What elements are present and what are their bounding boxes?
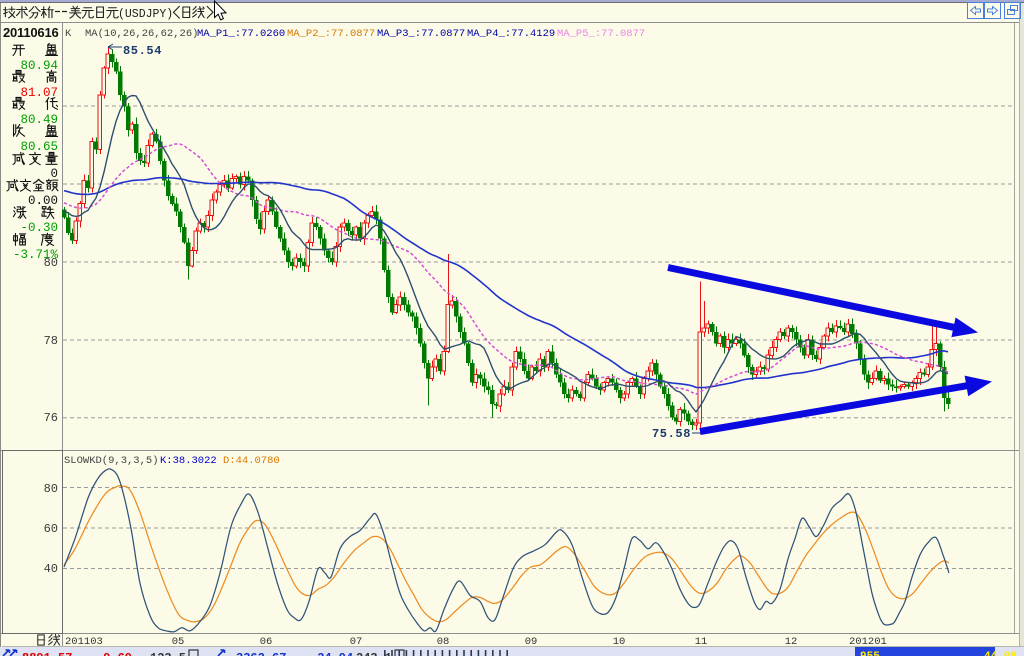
svg-text:80.65: 80.65 <box>20 140 58 154</box>
svg-text:44.08: 44.08 <box>984 651 1017 656</box>
svg-text:D:44.0780: D:44.0780 <box>223 455 280 467</box>
svg-text:81.07: 81.07 <box>20 86 58 100</box>
svg-text:-24.94: -24.94 <box>310 651 353 656</box>
svg-text:80.49: 80.49 <box>20 113 58 127</box>
svg-text:MA(10,26,26,62,26): MA(10,26,26,62,26) <box>85 28 198 40</box>
svg-text:MA_P2_:77.0877: MA_P2_:77.0877 <box>287 28 375 40</box>
svg-text:76: 76 <box>44 411 58 425</box>
svg-text:123.5: 123.5 <box>150 651 186 656</box>
svg-text:MA_P5_:77.0877: MA_P5_:77.0877 <box>557 28 645 40</box>
svg-text:-3.71%: -3.71% <box>13 248 59 262</box>
svg-text:07: 07 <box>350 636 363 648</box>
svg-text:80: 80 <box>44 482 58 496</box>
svg-text:SLOWKD(9,3,3,5): SLOWKD(9,3,3,5) <box>64 455 159 467</box>
svg-text:(USDJPY): (USDJPY) <box>118 8 173 21</box>
svg-text:955: 955 <box>860 651 880 656</box>
svg-text:06: 06 <box>260 636 273 648</box>
svg-text:-0.30: -0.30 <box>20 221 58 235</box>
svg-text:05: 05 <box>172 636 185 648</box>
svg-text:MA_P4_:77.4129: MA_P4_:77.4129 <box>467 28 555 40</box>
svg-text:80.94: 80.94 <box>20 59 58 73</box>
svg-text:-9.69: -9.69 <box>96 651 132 656</box>
svg-text:201201: 201201 <box>849 636 887 648</box>
svg-text:20110616: 20110616 <box>3 25 59 40</box>
svg-text:MA_P1_:77.0260: MA_P1_:77.0260 <box>197 28 285 40</box>
svg-text:85.54: 85.54 <box>123 44 162 58</box>
svg-text:11: 11 <box>695 636 708 648</box>
svg-text:12: 12 <box>785 636 798 648</box>
svg-text:10: 10 <box>613 636 626 648</box>
svg-text:80: 80 <box>44 256 58 270</box>
svg-text:08: 08 <box>437 636 450 648</box>
svg-text:243.1: 243.1 <box>356 651 392 656</box>
svg-text:MA_P3_:77.0877: MA_P3_:77.0877 <box>377 28 465 40</box>
svg-text:40: 40 <box>44 562 58 576</box>
svg-text:3362.67: 3362.67 <box>236 651 286 656</box>
svg-text:K:38.3022: K:38.3022 <box>160 455 217 467</box>
svg-text:8891.57: 8891.57 <box>22 651 72 656</box>
svg-text:0: 0 <box>50 167 58 181</box>
svg-text:201103: 201103 <box>65 636 103 648</box>
svg-text:09: 09 <box>525 636 538 648</box>
svg-text:78: 78 <box>44 334 58 348</box>
svg-text:60: 60 <box>44 522 58 536</box>
svg-text:75.58: 75.58 <box>652 427 691 441</box>
svg-text:K: K <box>65 28 72 40</box>
svg-text:0.00: 0.00 <box>28 194 58 208</box>
